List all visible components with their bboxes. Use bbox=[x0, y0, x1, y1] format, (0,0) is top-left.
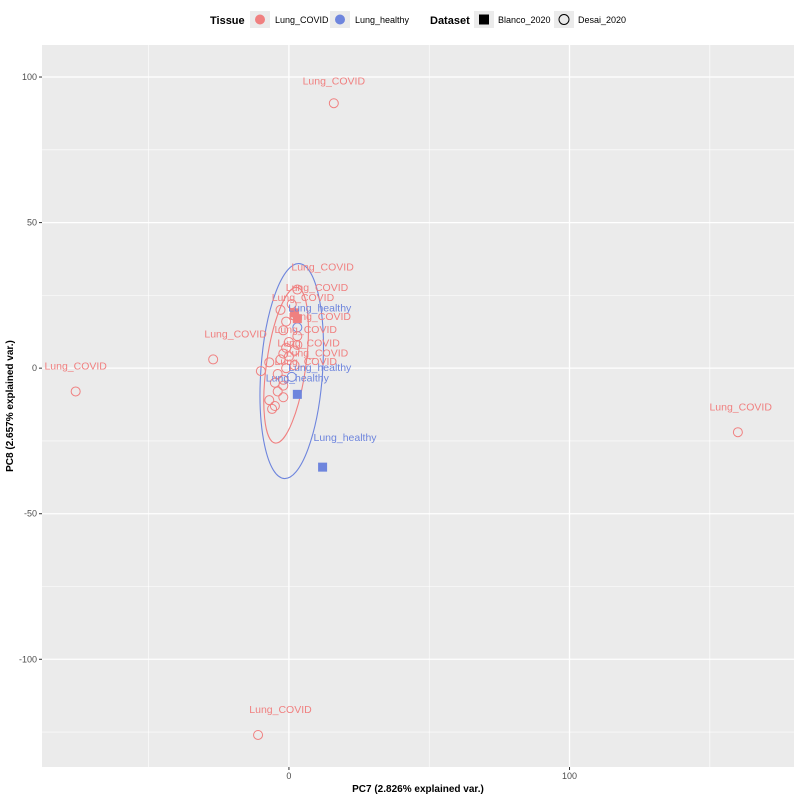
point-label: Lung_COVID bbox=[275, 324, 338, 336]
point-label: Lung_COVID bbox=[291, 262, 354, 274]
data-point-circle bbox=[292, 339, 303, 350]
axis-ticks: 0 100 -100 -50 0 50 100 bbox=[19, 72, 577, 781]
x-tick-label: 100 bbox=[562, 771, 577, 781]
legend-key-desai-2020 bbox=[558, 14, 570, 25]
point-label: Lung_COVID bbox=[709, 401, 772, 413]
point-label: Lung_healthy bbox=[288, 362, 352, 374]
data-point-circle bbox=[70, 386, 81, 397]
legend: Tissue Lung_COVID Lung_healthy Dataset B… bbox=[210, 11, 626, 28]
x-axis-label: PC7 (2.826% explained var.) bbox=[352, 784, 484, 795]
point-label: Lung_healthy bbox=[266, 372, 330, 384]
legend-label-desai-2020: Desai_2020 bbox=[578, 15, 626, 25]
point-label: Lung_COVID bbox=[44, 361, 107, 373]
legend-title-tissue: Tissue bbox=[210, 15, 245, 27]
data-point-circle bbox=[253, 729, 264, 740]
legend-title-dataset: Dataset bbox=[430, 15, 470, 27]
data-point-circle bbox=[267, 403, 278, 414]
data-point-circle bbox=[208, 354, 219, 365]
point-label: Lung_COVID bbox=[204, 329, 267, 341]
point-label: Lung_COVID bbox=[249, 704, 312, 716]
x-tick-label: 0 bbox=[286, 771, 291, 781]
data-point-circle bbox=[292, 284, 303, 295]
y-tick-label: 50 bbox=[27, 218, 37, 228]
data-point-square bbox=[290, 308, 300, 318]
ellipse-lung-healthy bbox=[259, 263, 324, 480]
data-point-circle bbox=[328, 98, 339, 109]
data-point-circle bbox=[732, 427, 743, 438]
data-point-square bbox=[292, 314, 302, 324]
data-point-circle bbox=[272, 386, 283, 397]
data-point-square bbox=[292, 389, 302, 399]
confidence-ellipses bbox=[259, 263, 324, 480]
y-tick-label: -100 bbox=[19, 654, 37, 664]
grid-lines bbox=[42, 45, 794, 767]
point-label: Lung_COVID bbox=[277, 337, 340, 349]
legend-key-lung-covid bbox=[255, 14, 265, 25]
y-tick-label: -50 bbox=[24, 509, 37, 519]
data-point-circle bbox=[278, 348, 289, 359]
ellipse-lung-covid bbox=[263, 286, 309, 444]
data-point-circle bbox=[278, 392, 289, 403]
data-point-circle bbox=[264, 395, 275, 406]
data-point-circle bbox=[275, 304, 286, 315]
plot-panel bbox=[42, 45, 794, 767]
data-point-circle bbox=[269, 401, 280, 411]
point-label: Lung_healthy bbox=[314, 432, 378, 444]
data-point-circle bbox=[281, 363, 292, 374]
data-point-square bbox=[318, 462, 328, 472]
y-tick-label: 0 bbox=[32, 363, 37, 373]
legend-label-lung-healthy: Lung_healthy bbox=[355, 15, 410, 25]
point-label: Lung_COVID bbox=[289, 311, 352, 323]
data-point-circle bbox=[289, 345, 300, 356]
data-point-circle bbox=[278, 325, 289, 336]
legend-key-bg-desai bbox=[554, 11, 574, 28]
data-point-circle bbox=[275, 354, 286, 365]
legend-label-lung-covid: Lung_COVID bbox=[275, 15, 329, 25]
legend-label-blanco-2020: Blanco_2020 bbox=[498, 15, 551, 25]
y-tick-label: 100 bbox=[22, 72, 37, 82]
point-label: Lung_COVID bbox=[286, 282, 349, 294]
point-label: Lung_healthy bbox=[288, 302, 352, 314]
data-point-circle bbox=[264, 357, 275, 368]
legend-key-lung-healthy bbox=[335, 14, 345, 25]
y-axis-label: PC8 (2.657% explained var.) bbox=[5, 340, 16, 472]
data-point-circle bbox=[278, 380, 289, 391]
legend-key-blanco-2020 bbox=[479, 14, 489, 25]
data-point-circle bbox=[255, 366, 266, 377]
data-points bbox=[70, 98, 743, 740]
point-label: Lung_COVID bbox=[286, 348, 349, 360]
point-label: Lung_COVID bbox=[275, 356, 338, 368]
data-point-circle bbox=[281, 316, 292, 327]
data-point-circle bbox=[272, 368, 283, 379]
point-label: Lung_COVID bbox=[303, 75, 366, 87]
point-labels: Lung_COVIDLung_COVIDLung_COVIDLung_COVID… bbox=[44, 75, 772, 716]
point-label: Lung_COVID bbox=[272, 292, 335, 304]
